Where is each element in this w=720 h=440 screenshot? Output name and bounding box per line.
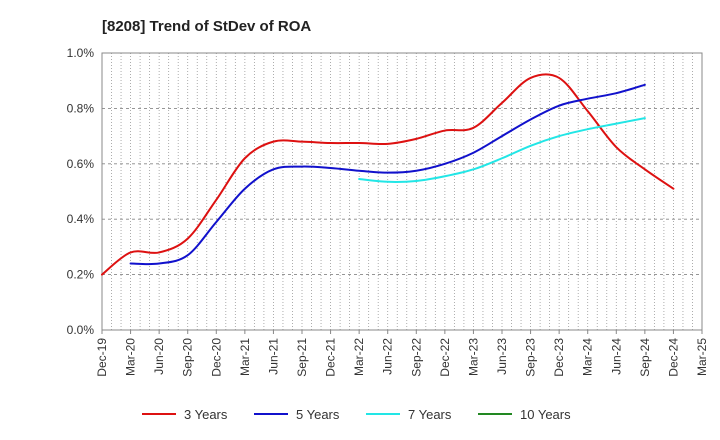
- x-tick-label: Jun-24: [609, 338, 623, 375]
- legend-label: 5 Years: [296, 407, 340, 422]
- legend-label: 7 Years: [408, 407, 452, 422]
- y-tick-label: 0.6%: [67, 157, 95, 171]
- x-tick-label: Dec-20: [209, 338, 223, 377]
- grid: [102, 53, 702, 330]
- x-tick-label: Sep-22: [409, 338, 423, 377]
- x-tick-label: Sep-24: [638, 338, 652, 377]
- x-tick-label: Dec-24: [666, 338, 680, 377]
- plot-area: [102, 53, 702, 330]
- x-tick-label: Mar-24: [581, 338, 595, 376]
- x-tick-label: Mar-22: [352, 338, 366, 376]
- y-tick-label: 0.8%: [67, 101, 95, 115]
- chart-title: [8208] Trend of StDev of ROA: [102, 18, 311, 35]
- x-tick-label: Mar-23: [466, 338, 480, 376]
- y-tick-label: 0.0%: [67, 323, 95, 337]
- x-tick-label: Dec-22: [438, 338, 452, 377]
- y-tick-label: 0.4%: [67, 212, 95, 226]
- legend-item-7-years: 7 Years: [366, 407, 452, 422]
- x-tick-label: Sep-21: [295, 338, 309, 377]
- x-tick-label: Sep-20: [181, 338, 195, 377]
- y-tick-label: 0.2%: [67, 268, 95, 282]
- x-tick-label: Dec-21: [324, 338, 338, 377]
- legend: 3 Years 5 Years 7 Years 10 Years: [142, 407, 571, 422]
- legend-item-3-years: 3 Years: [142, 407, 228, 422]
- legend-label: 10 Years: [520, 407, 571, 422]
- x-tick-label: Jun-20: [152, 338, 166, 375]
- x-tick-label: Mar-25: [695, 338, 709, 376]
- series-line-5-years: [129, 83, 646, 266]
- x-tick-label: Mar-21: [238, 338, 252, 376]
- x-tick-label: Jun-22: [381, 338, 395, 375]
- series-layer: [101, 73, 675, 276]
- legend-item-5-years: 5 Years: [254, 407, 340, 422]
- legend-item-10-years: 10 Years: [478, 407, 571, 422]
- plot-border: [101, 52, 703, 331]
- x-tick-label: Mar-20: [124, 338, 138, 376]
- x-tick-label: Dec-23: [552, 338, 566, 377]
- series-line-7-years: [358, 117, 646, 183]
- legend-label: 3 Years: [184, 407, 228, 422]
- x-tick-label: Jun-21: [266, 338, 280, 375]
- y-tick-label: 1.0%: [67, 46, 95, 60]
- x-tick-label: Jun-23: [495, 338, 509, 375]
- x-tick-label: Sep-23: [524, 338, 538, 377]
- axes: 0.0% 0.2% 0.4% 0.6% 0.8% 1.0% Dec-19 Mar-20 Jun-…: [67, 46, 709, 377]
- x-tick-label: Dec-19: [95, 338, 109, 377]
